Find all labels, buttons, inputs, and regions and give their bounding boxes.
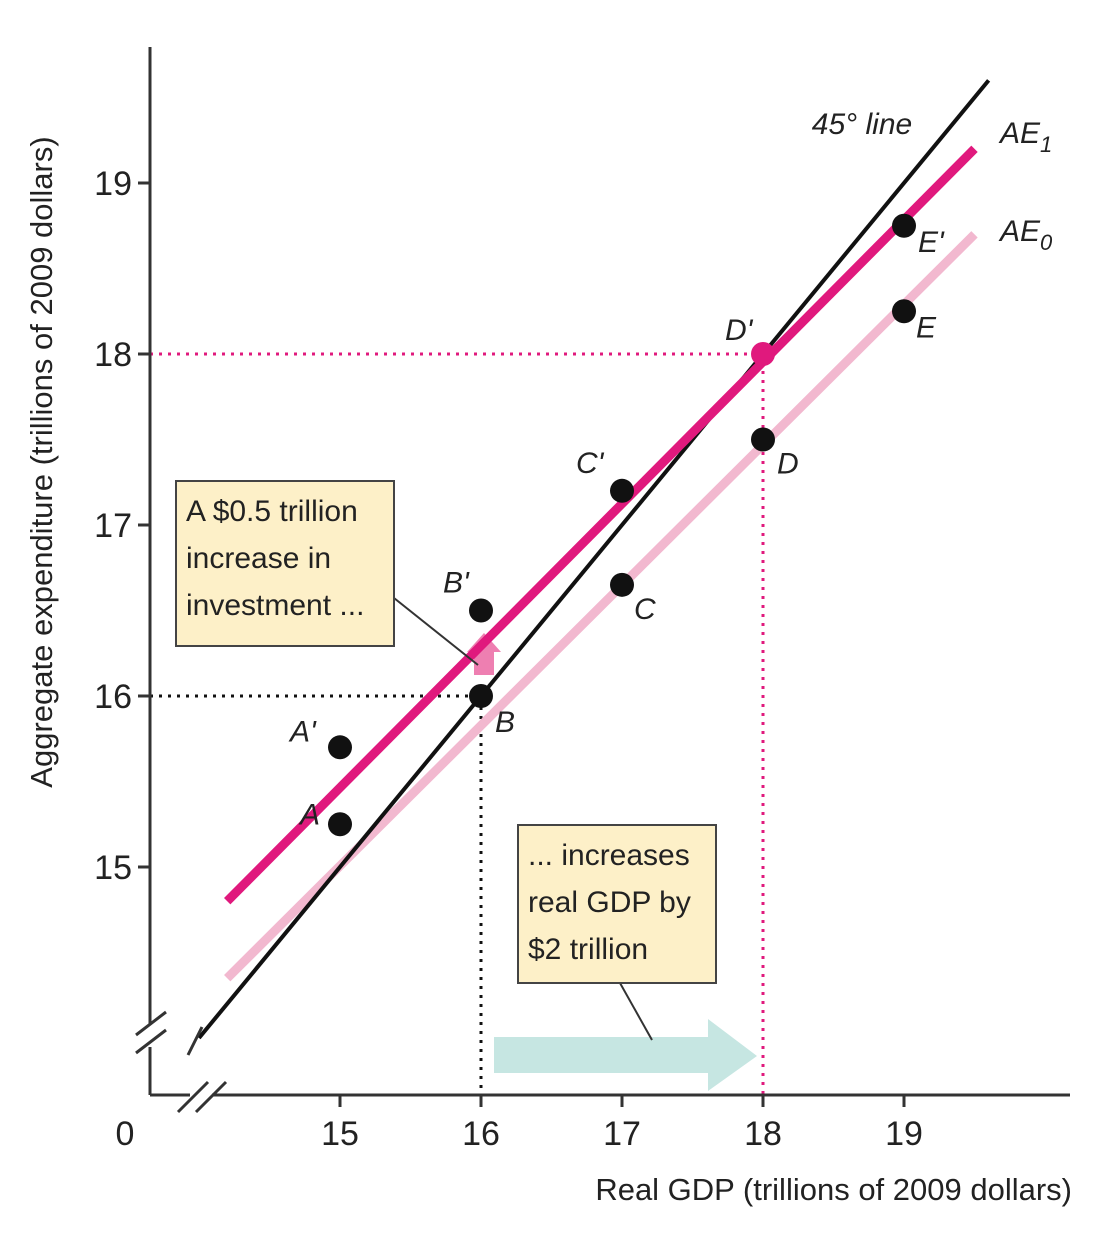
callout-gdp-line: real GDP by: [528, 886, 691, 919]
callouts: A $0.5 trillion increase in investment ...…: [175, 480, 717, 1041]
line-45-break-mark: [186, 1026, 204, 1056]
point-label: A': [288, 715, 317, 748]
series-lines: [197, 79, 991, 1040]
x-axis-title: Real GDP (trillions of 2009 dollars): [595, 1172, 1072, 1207]
y-tick-label: 16: [94, 678, 132, 716]
point-label: B': [443, 567, 470, 600]
origin-label: 0: [116, 1115, 135, 1153]
axes: [130, 47, 1070, 1114]
x-tick-label: 15: [321, 1115, 359, 1153]
label-ae0-base: AE: [998, 215, 1041, 248]
x-tick-label: 19: [885, 1115, 923, 1153]
callout-invest-line: increase in: [186, 542, 331, 575]
callout-gdp-line: $2 trillion: [528, 933, 648, 966]
label-ae0-subscript: 0: [1040, 230, 1053, 255]
point-label: B: [495, 706, 515, 739]
label-ae1-subscript: 1: [1040, 132, 1052, 157]
point-label: C: [634, 593, 656, 626]
point-label: A: [298, 798, 320, 831]
y-tick-label: 15: [94, 849, 132, 887]
callout-gdp-box: [517, 824, 717, 984]
point-B-prime: [469, 598, 493, 623]
point-D-prime: [751, 342, 775, 366]
callout-invest-line: investment ...: [186, 589, 364, 622]
point-B: [469, 684, 493, 708]
x-axis-break-mark: [176, 1080, 228, 1114]
point-D: [751, 427, 775, 452]
point-label: D': [725, 314, 754, 347]
x-tick-label: 17: [603, 1115, 641, 1153]
callout-invest-leader: [393, 597, 479, 666]
callout-gdp-line: ... increases: [528, 839, 690, 872]
point-label: E: [916, 311, 937, 344]
gdp-increase-arrow: [494, 1019, 757, 1091]
line-45-degree: [197, 79, 991, 1040]
point-label: C': [576, 447, 605, 480]
line-ae1: [224, 145, 978, 905]
x-tick-label: 18: [744, 1115, 782, 1153]
label-ae1: AE1: [998, 117, 1052, 157]
label-ae1-base: AE: [998, 117, 1041, 150]
point-label: E': [918, 226, 945, 259]
y-tick-label: 19: [94, 165, 132, 203]
y-axis-break-mark: [135, 1010, 167, 1055]
investment-increase-arrow: [467, 633, 501, 675]
point-A: [328, 812, 352, 837]
label-45-degree-line: 45° line: [812, 108, 912, 141]
y-tick-label: 18: [94, 336, 132, 374]
chart-text: 15 16 17 18 19 15 16 17 18 19 0 Real GDP (trillions…: [24, 108, 1072, 1207]
point-E: [892, 299, 916, 324]
x-tick-label: 16: [462, 1115, 500, 1153]
guide-line-16: [150, 694, 483, 1095]
label-ae0: AE0: [998, 215, 1053, 255]
y-tick-label: 17: [94, 507, 132, 545]
point-C-prime: [610, 478, 634, 503]
y-axis-title: Aggregate expenditure (trillions of 2009…: [24, 136, 59, 787]
point-C: [610, 572, 634, 597]
callout-gdp-leader: [619, 982, 653, 1041]
callout-invest-line: A $0.5 trillion: [186, 495, 358, 528]
annotation-arrows: [467, 633, 757, 1091]
data-points: [328, 213, 916, 837]
point-E-prime: [892, 213, 916, 238]
callout-invest-box: [175, 480, 395, 647]
point-A-prime: [328, 735, 352, 760]
point-label: D: [777, 448, 799, 481]
